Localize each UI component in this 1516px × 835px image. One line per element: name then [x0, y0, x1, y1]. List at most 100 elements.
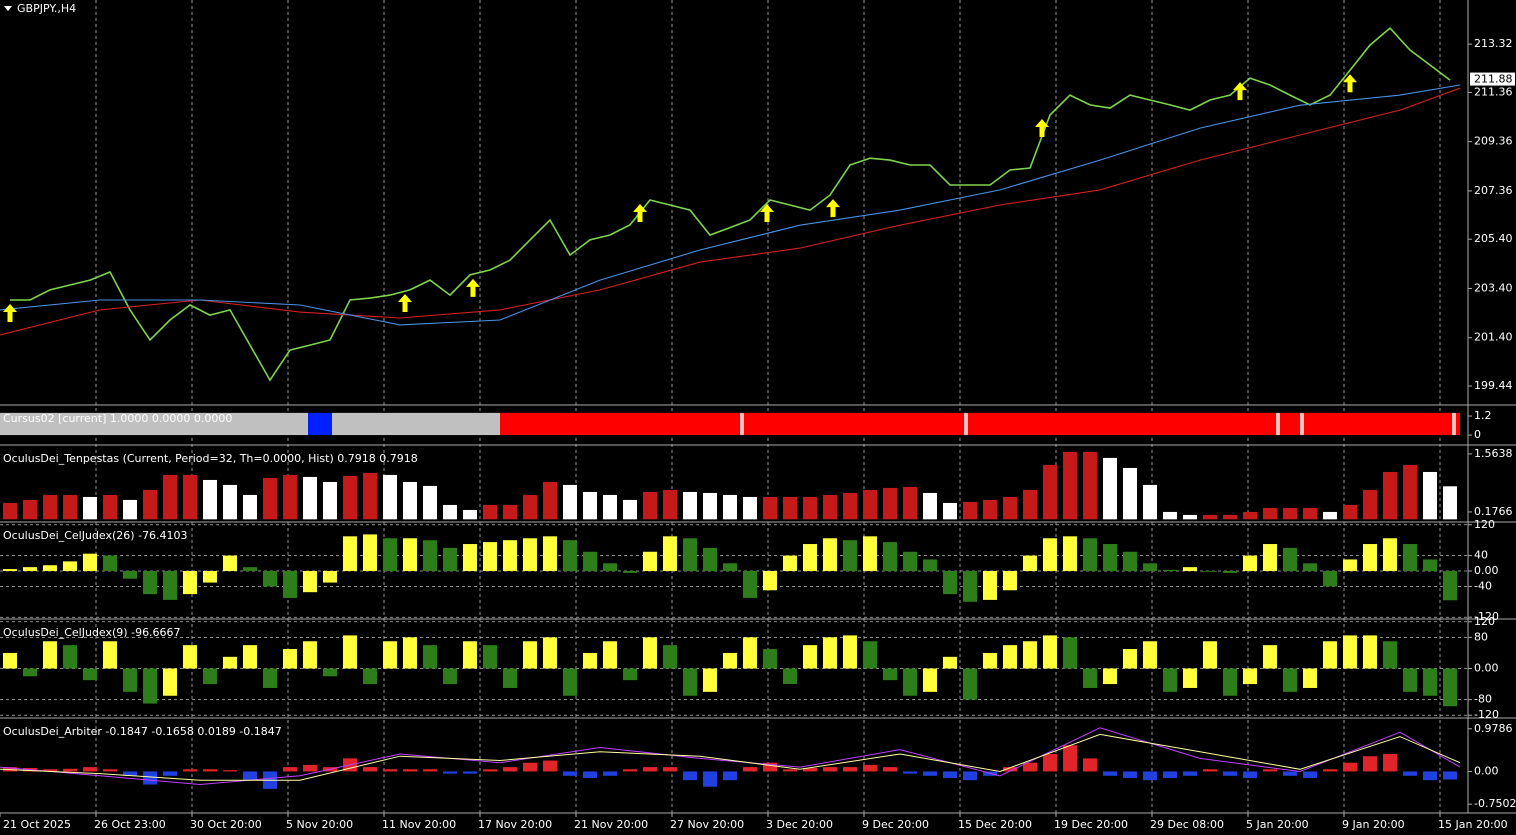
- histogram-bar: [1423, 771, 1437, 781]
- histogram-bar: [863, 489, 877, 520]
- histogram-bar: [1003, 645, 1017, 669]
- histogram-bar: [763, 762, 777, 772]
- histogram-bar: [3, 502, 17, 520]
- state-bar: [308, 412, 332, 436]
- histogram-bar: [103, 555, 117, 571]
- histogram-bar: [403, 481, 417, 520]
- histogram-bar: [1443, 571, 1457, 601]
- histogram-bar: [283, 767, 297, 772]
- y-tick-label: -0.7502: [1474, 797, 1516, 810]
- histogram-bar: [1203, 514, 1217, 520]
- time-tick-label: 30 Oct 20:00: [190, 818, 262, 831]
- state-bar: [1280, 412, 1300, 436]
- histogram-bar: [423, 540, 437, 571]
- state-bar: [740, 412, 744, 436]
- histogram-bar: [1423, 471, 1437, 520]
- histogram-bar: [883, 542, 897, 571]
- histogram-bar: [1443, 771, 1457, 780]
- histogram-bar: [363, 767, 377, 772]
- histogram-bar: [1143, 641, 1157, 669]
- state-bar: [1452, 412, 1456, 436]
- histogram-bar: [663, 645, 677, 669]
- histogram-bar: [1423, 559, 1437, 571]
- histogram-bar: [1363, 756, 1377, 772]
- y-tick-label: 0.00: [1474, 764, 1499, 777]
- histogram-bar: [383, 538, 397, 571]
- indicator-line: [0, 733, 1461, 781]
- histogram-bar: [323, 481, 337, 520]
- histogram-bar: [1223, 571, 1237, 573]
- histogram-bar: [183, 769, 197, 772]
- symbol-menu-icon[interactable]: [4, 6, 12, 11]
- histogram-bar: [1203, 769, 1217, 772]
- histogram-bar: [123, 571, 137, 579]
- histogram-bar: [743, 496, 757, 520]
- histogram-bar: [603, 771, 617, 776]
- histogram-bar: [903, 551, 917, 571]
- histogram-bar: [1043, 464, 1057, 520]
- y-tick-label: 1.2: [1474, 409, 1492, 422]
- histogram-bar: [103, 494, 117, 520]
- histogram-bar: [203, 668, 217, 685]
- time-tick-label: 17 Nov 20:00: [478, 818, 552, 831]
- buy-arrow: [398, 293, 412, 312]
- histogram-bar: [623, 769, 637, 772]
- histogram-bar: [1223, 668, 1237, 696]
- histogram-bar: [1283, 668, 1297, 692]
- histogram-bar: [483, 542, 497, 571]
- histogram-bar: [963, 771, 977, 781]
- histogram-bar: [583, 491, 597, 520]
- histogram-bar: [43, 494, 57, 520]
- buy-arrow: [633, 204, 647, 223]
- y-tick-label: 201.40: [1474, 331, 1513, 344]
- histogram-bar: [343, 635, 357, 669]
- histogram-bar: [1123, 649, 1137, 669]
- histogram-bar: [923, 771, 937, 776]
- state-bar: [964, 412, 968, 436]
- y-tick-label: 199.44: [1474, 379, 1513, 392]
- buy-arrow: [1343, 74, 1357, 93]
- histogram-bar: [623, 499, 637, 520]
- histogram-bar: [943, 656, 957, 669]
- histogram-bar: [1243, 771, 1257, 778]
- histogram-bar: [743, 767, 757, 772]
- histogram-bar: [1123, 771, 1137, 778]
- histogram-bar: [523, 641, 537, 669]
- histogram-bar: [803, 544, 817, 571]
- time-tick-label: 21 Oct 2025: [3, 818, 71, 831]
- histogram-bar: [543, 637, 557, 669]
- histogram-bar: [683, 668, 697, 696]
- histogram-bar: [883, 767, 897, 772]
- histogram-bar: [543, 481, 557, 520]
- histogram-bar: [1443, 486, 1457, 520]
- histogram-bar: [1263, 645, 1277, 669]
- histogram-bar: [603, 563, 617, 571]
- histogram-bar: [163, 571, 177, 600]
- panel-title: GBPJPY.,H4: [17, 2, 76, 15]
- histogram-bar: [1043, 538, 1057, 571]
- histogram-bar: [463, 509, 477, 520]
- histogram-bar: [1063, 536, 1077, 571]
- histogram-bar: [663, 489, 677, 520]
- histogram-bar: [1103, 668, 1117, 685]
- histogram-bar: [963, 501, 977, 520]
- histogram-bar: [63, 768, 77, 772]
- histogram-bar: [1303, 771, 1317, 778]
- panel-title: Cursus02 [current] 1.0000 0.0000 0.0000: [3, 412, 232, 425]
- histogram-bar: [303, 764, 317, 772]
- histogram-bar: [463, 641, 477, 669]
- y-tick-label: 0.00: [1474, 662, 1499, 675]
- histogram-bar: [1103, 771, 1117, 776]
- histogram-bar: [1423, 668, 1437, 696]
- time-tick-label: 5 Jan 20:00: [1246, 818, 1309, 831]
- histogram-bar: [203, 769, 217, 772]
- y-tick-label: 0.00: [1474, 564, 1499, 577]
- histogram-bar: [1183, 567, 1197, 571]
- histogram-bar: [1363, 635, 1377, 669]
- histogram-bar: [583, 551, 597, 571]
- histogram-bar: [1383, 471, 1397, 520]
- histogram-bar: [403, 637, 417, 669]
- histogram-bar: [63, 561, 77, 571]
- histogram-bar: [783, 496, 797, 520]
- histogram-bar: [543, 536, 557, 571]
